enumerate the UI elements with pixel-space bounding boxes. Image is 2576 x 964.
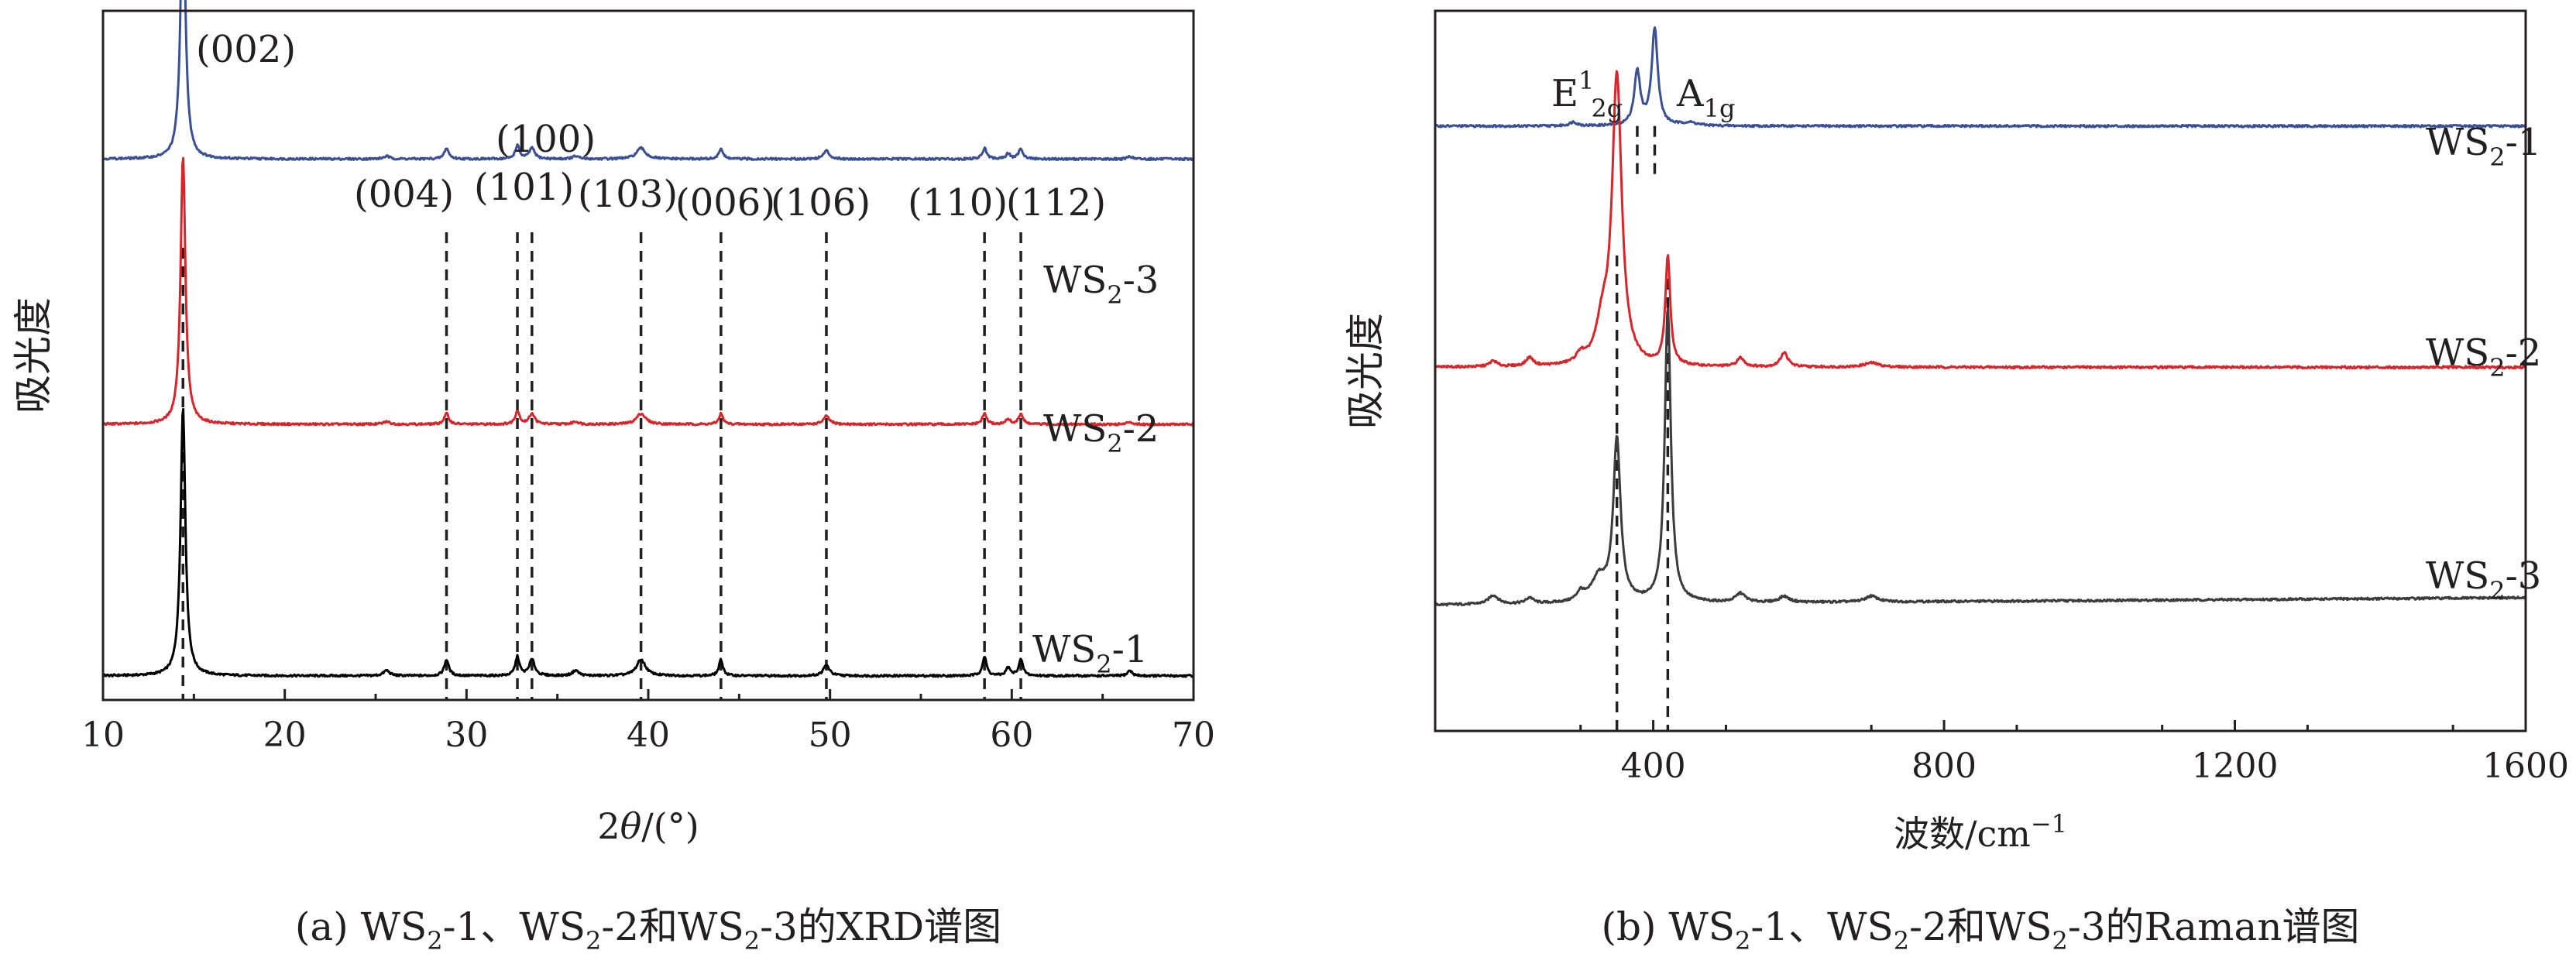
- xrd-peak-label-100: (100): [496, 118, 596, 161]
- x-tick-label: 50: [809, 715, 852, 755]
- raman-peak-dashed-lines: [1615, 125, 1670, 731]
- xrd-series-label-ws2-2: WS2-2: [1043, 407, 1159, 458]
- raman-series-group: [1434, 26, 2527, 607]
- xrd-y-axis-label: 吸光度: [11, 297, 56, 413]
- xrd-peak-label-004: (004): [354, 173, 454, 216]
- xrd-series-label-ws2-1: WS2-1: [1032, 628, 1148, 679]
- raman-x-axis-label: 波数/cm−1: [1894, 809, 2067, 855]
- xrd-peak-label-110: (110): [908, 181, 1008, 225]
- raman-y-axis-label: 吸光度: [1343, 313, 1388, 429]
- series-line-ws2-2: [1434, 70, 2526, 370]
- series-line-ws2-1: [1434, 26, 2527, 129]
- xrd-peak-label-103: (103): [578, 173, 678, 216]
- xrd-peak-label-106: (106): [771, 181, 871, 225]
- x-tick-label: 20: [263, 715, 307, 755]
- xrd-peak-label-101: (101): [474, 166, 574, 209]
- x-tick-label: 10: [81, 715, 125, 755]
- xrd-x-ticks: 10 20 30 40 50 60 70: [81, 689, 1215, 755]
- raman-series-label-ws2-1: WS2-1: [2426, 121, 2541, 172]
- raman-series-label-ws2-3: WS2-3: [2426, 554, 2541, 606]
- raman-x-ticks: 400 800 1200 1600: [1434, 720, 2569, 786]
- raman-panel: 400 800 1200 1600 E1 2g A1g WS2-1 WS2-2 WS2-…: [1343, 9, 2569, 955]
- x-tick-label: 800: [1911, 746, 1977, 786]
- x-tick-label: 70: [1172, 715, 1215, 755]
- raman-peak-label-e2g: E1 2g: [1551, 66, 1623, 123]
- x-tick-label: 60: [990, 715, 1033, 755]
- series-line-ws2-2: [102, 156, 1194, 427]
- xrd-peak-label-112: (112): [1006, 181, 1106, 225]
- raman-series-label-ws2-2: WS2-2: [2426, 331, 2541, 383]
- xrd-plot-frame: [101, 9, 1195, 702]
- series-line-ws2-3: [101, 0, 1195, 162]
- series-line-ws2-1: [101, 407, 1194, 678]
- xrd-peak-label-002: (002): [196, 28, 296, 71]
- xrd-x-axis-label: 2θ/(°): [597, 805, 699, 847]
- x-tick-label: 400: [1621, 746, 1686, 786]
- raman-caption: (b) WS2-1、WS2-2和WS2-3的Raman谱图: [1601, 904, 2359, 955]
- raman-plot-frame: [1434, 9, 2527, 732]
- xrd-caption: (a) WS2-1、WS2-2和WS2-3的XRD谱图: [295, 904, 1001, 955]
- x-tick-label: 40: [627, 715, 670, 755]
- x-tick-label: 1200: [2192, 746, 2279, 786]
- x-tick-label: 30: [445, 715, 488, 755]
- xrd-peak-label-006: (006): [675, 181, 775, 225]
- xrd-series-group: [101, 0, 1195, 678]
- xrd-panel: 10 20 30 40 50 60 70 (002) (004) (100) (101) (…: [11, 0, 1215, 955]
- xrd-peak-dashed-lines: [181, 232, 1022, 700]
- xrd-series-label-ws2-3: WS2-3: [1043, 259, 1159, 310]
- x-tick-label: 1600: [2482, 746, 2569, 786]
- series-line-ws2-3: [1434, 307, 2527, 607]
- raman-peak-label-a1g: A1g: [1676, 72, 1736, 123]
